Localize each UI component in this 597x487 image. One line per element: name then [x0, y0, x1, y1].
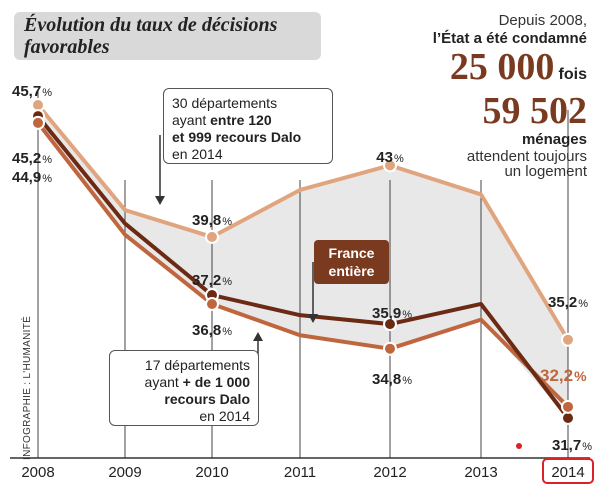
- callout-bottom-line2: ayant + de 1 000: [118, 374, 250, 391]
- value-label-mid-2010: 36,8%: [192, 322, 232, 339]
- highlight-box-2014: [542, 458, 594, 484]
- value-label-dark-2012: 35,9%: [372, 305, 412, 322]
- callout-arrow-top: [155, 196, 165, 205]
- marker-dark-2012: [383, 317, 397, 332]
- callout-top-line2-bold: entre 120: [210, 112, 272, 128]
- value-label-light-2008: 45,7%: [12, 83, 52, 100]
- marker-mid-2012: [383, 341, 397, 356]
- x-tick-label-2009: 2009: [108, 464, 141, 481]
- stat-since: Depuis 2008,: [498, 12, 587, 29]
- value-label-light-2014: 35,2%: [548, 294, 588, 311]
- callout-bottom-line1: 17 départements: [144, 357, 250, 373]
- callout-bottom-line3-bold: recours Dalo: [164, 391, 250, 407]
- stat-number1: 25 000: [449, 46, 555, 88]
- callout-bottom-line4: en 2014: [199, 408, 250, 424]
- stat-housing: un logement: [504, 163, 587, 180]
- x-tick-label-2014: 2014: [551, 464, 584, 481]
- value-label-dark-2010: 37,2%: [192, 272, 232, 289]
- callout-bottom-line3: recours Dalo: [118, 391, 250, 408]
- france-label-box: France entière: [314, 240, 389, 284]
- callout-top-line2: ayant entre 120: [172, 112, 324, 129]
- callout-bottom-line2-plain: ayant: [144, 374, 183, 390]
- france-label-line2: entière: [328, 263, 375, 279]
- callout-arrow-bottom: [253, 332, 263, 341]
- red-dot: [516, 443, 522, 449]
- callout-bottom: 17 départements ayant + de 1 000 recours…: [109, 350, 259, 426]
- x-tick-label-2010: 2010: [195, 464, 228, 481]
- stat-number2: 59 502: [482, 90, 588, 132]
- credit-text: INFOGRAPHIE : L'HUMANITÉ: [22, 315, 33, 460]
- callout-top-line1: 30 départements: [172, 95, 278, 111]
- callout-bottom-line2-bold: + de 1 000: [182, 374, 250, 390]
- x-tick-label-2013: 2013: [464, 464, 497, 481]
- marker-light-2012: [383, 158, 397, 173]
- marker-light-2010: [205, 229, 219, 244]
- callout-top-line4: en 2014: [172, 146, 223, 162]
- chart-title-line1: Évolution du taux de décisions: [24, 14, 278, 36]
- series-line-mid: [36, 121, 570, 409]
- marker-light-2014: [561, 332, 575, 347]
- marker-mid-2010: [205, 296, 219, 311]
- value-label-mid-2014: 32,2%: [540, 366, 587, 385]
- callout-top-line2-plain: ayant: [172, 112, 211, 128]
- series-line-light: [36, 103, 570, 341]
- stat-number2-row: 59 502: [483, 92, 588, 130]
- value-label-mid-2012: 34,8%: [372, 371, 412, 388]
- stat-condemned: l’État a été condamné: [432, 30, 587, 47]
- title-box: [14, 12, 321, 60]
- value-label-dark-2008: 45,2%: [12, 150, 52, 167]
- stat-number1-row: 25 000 fois: [450, 48, 587, 86]
- france-arrow: [308, 314, 318, 323]
- series-line-dark: [36, 114, 570, 420]
- value-label-mid-2008: 44,9%: [12, 169, 52, 186]
- x-tick-label-2011: 2011: [284, 464, 316, 481]
- value-label-dark-2014: 31,7%: [552, 437, 592, 454]
- france-label-line1: France: [328, 245, 375, 261]
- marker-mid-2014: [561, 399, 575, 414]
- value-label-light-2012: 43%: [376, 149, 404, 166]
- x-tick-label-2008: 2008: [21, 464, 54, 481]
- chart-title-line2: favorables: [24, 36, 110, 58]
- value-label-light-2010: 39,8%: [192, 212, 232, 229]
- callout-top: 30 départements ayant entre 120 et 999 r…: [163, 88, 333, 164]
- callout-top-line3: et 999 recours Dalo: [172, 129, 324, 146]
- x-tick-label-2012: 2012: [373, 464, 406, 481]
- marker-mid-2008: [31, 115, 45, 130]
- callout-top-line3-bold: et 999 recours Dalo: [172, 129, 302, 145]
- stat-households: ménages: [521, 131, 587, 148]
- stat-waiting: attendent toujours: [466, 148, 587, 165]
- stat-number1-suffix: fois: [558, 66, 587, 83]
- range-band: [38, 105, 568, 418]
